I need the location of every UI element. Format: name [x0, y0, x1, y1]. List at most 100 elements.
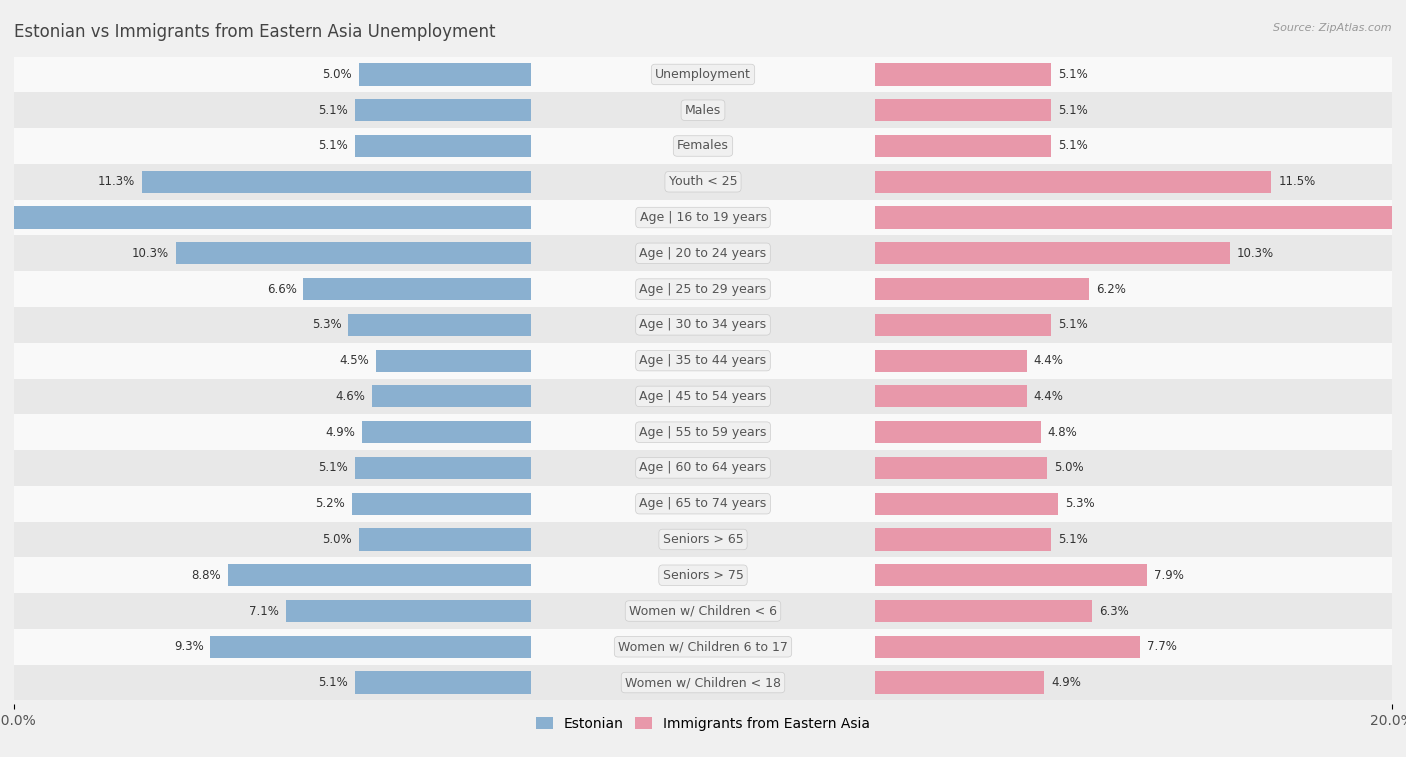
Bar — [14, 57, 1392, 92]
Text: 9.3%: 9.3% — [174, 640, 204, 653]
Text: Males: Males — [685, 104, 721, 117]
Bar — [875, 564, 1147, 587]
Text: 4.9%: 4.9% — [325, 425, 356, 438]
Bar — [0, 207, 531, 229]
Text: Age | 20 to 24 years: Age | 20 to 24 years — [640, 247, 766, 260]
Text: 4.6%: 4.6% — [336, 390, 366, 403]
Bar — [875, 493, 1057, 515]
Bar — [875, 528, 1050, 550]
Text: 5.0%: 5.0% — [322, 533, 352, 546]
Text: Seniors > 75: Seniors > 75 — [662, 569, 744, 581]
Text: Age | 30 to 34 years: Age | 30 to 34 years — [640, 319, 766, 332]
Bar — [356, 99, 531, 121]
Bar — [14, 414, 1392, 450]
Text: Source: ZipAtlas.com: Source: ZipAtlas.com — [1274, 23, 1392, 33]
Text: Seniors > 65: Seniors > 65 — [662, 533, 744, 546]
Bar — [14, 522, 1392, 557]
Text: 5.1%: 5.1% — [318, 139, 349, 152]
Legend: Estonian, Immigrants from Eastern Asia: Estonian, Immigrants from Eastern Asia — [530, 711, 876, 736]
Bar — [875, 278, 1088, 301]
Bar — [211, 636, 531, 658]
Bar — [359, 64, 531, 86]
Bar — [875, 385, 1026, 407]
Bar — [14, 593, 1392, 629]
Text: 4.4%: 4.4% — [1033, 390, 1063, 403]
Bar — [361, 421, 531, 444]
Bar — [875, 636, 1140, 658]
Text: 4.4%: 4.4% — [1033, 354, 1063, 367]
Bar — [349, 313, 531, 336]
Text: 7.1%: 7.1% — [249, 605, 280, 618]
Bar — [356, 456, 531, 479]
Bar — [287, 600, 531, 622]
Text: 6.3%: 6.3% — [1099, 605, 1129, 618]
Text: 10.3%: 10.3% — [132, 247, 169, 260]
Bar — [228, 564, 531, 587]
Bar — [875, 421, 1040, 444]
Text: 5.1%: 5.1% — [1057, 533, 1088, 546]
Text: Women w/ Children < 6: Women w/ Children < 6 — [628, 605, 778, 618]
Text: 4.8%: 4.8% — [1047, 425, 1077, 438]
Text: Age | 65 to 74 years: Age | 65 to 74 years — [640, 497, 766, 510]
Bar — [176, 242, 531, 264]
Bar — [875, 456, 1047, 479]
Bar — [14, 92, 1392, 128]
Text: Age | 35 to 44 years: Age | 35 to 44 years — [640, 354, 766, 367]
Bar — [356, 135, 531, 157]
Bar — [14, 343, 1392, 378]
Text: 5.1%: 5.1% — [318, 676, 349, 689]
Text: Females: Females — [678, 139, 728, 152]
Bar — [875, 135, 1050, 157]
Text: 7.9%: 7.9% — [1154, 569, 1184, 581]
Text: Age | 16 to 19 years: Age | 16 to 19 years — [640, 211, 766, 224]
Bar — [14, 271, 1392, 307]
Bar — [14, 200, 1392, 235]
Text: 4.9%: 4.9% — [1050, 676, 1081, 689]
Text: Age | 25 to 29 years: Age | 25 to 29 years — [640, 282, 766, 295]
Bar — [14, 557, 1392, 593]
Text: 5.1%: 5.1% — [1057, 139, 1088, 152]
Bar — [14, 307, 1392, 343]
Text: 5.2%: 5.2% — [315, 497, 344, 510]
Bar — [14, 164, 1392, 200]
Text: Age | 45 to 54 years: Age | 45 to 54 years — [640, 390, 766, 403]
Text: Estonian vs Immigrants from Eastern Asia Unemployment: Estonian vs Immigrants from Eastern Asia… — [14, 23, 495, 41]
Bar — [875, 170, 1271, 193]
Text: 5.1%: 5.1% — [1057, 68, 1088, 81]
Text: Age | 60 to 64 years: Age | 60 to 64 years — [640, 462, 766, 475]
Bar — [142, 170, 531, 193]
Bar — [875, 313, 1050, 336]
Bar — [359, 528, 531, 550]
Bar — [14, 235, 1392, 271]
Text: 5.1%: 5.1% — [318, 462, 349, 475]
Text: 11.3%: 11.3% — [97, 176, 135, 188]
Text: 5.1%: 5.1% — [318, 104, 349, 117]
Bar — [375, 350, 531, 372]
Text: 4.5%: 4.5% — [339, 354, 368, 367]
Text: 5.0%: 5.0% — [1054, 462, 1084, 475]
Bar — [875, 671, 1045, 693]
Bar — [875, 350, 1026, 372]
Text: Youth < 25: Youth < 25 — [669, 176, 737, 188]
Bar — [352, 493, 531, 515]
Bar — [14, 378, 1392, 414]
Text: 8.8%: 8.8% — [191, 569, 221, 581]
Bar — [14, 450, 1392, 486]
Text: Women w/ Children 6 to 17: Women w/ Children 6 to 17 — [619, 640, 787, 653]
Bar — [875, 64, 1050, 86]
Text: 6.6%: 6.6% — [267, 282, 297, 295]
Text: 5.0%: 5.0% — [322, 68, 352, 81]
Bar — [14, 486, 1392, 522]
Text: 5.3%: 5.3% — [312, 319, 342, 332]
Bar — [14, 128, 1392, 164]
Text: 11.5%: 11.5% — [1278, 176, 1316, 188]
Bar — [875, 207, 1406, 229]
Text: Women w/ Children < 18: Women w/ Children < 18 — [626, 676, 780, 689]
Bar — [373, 385, 531, 407]
Text: 5.1%: 5.1% — [1057, 319, 1088, 332]
Text: Age | 55 to 59 years: Age | 55 to 59 years — [640, 425, 766, 438]
Text: Unemployment: Unemployment — [655, 68, 751, 81]
Bar — [356, 671, 531, 693]
Text: 7.7%: 7.7% — [1147, 640, 1177, 653]
Text: 10.3%: 10.3% — [1237, 247, 1274, 260]
